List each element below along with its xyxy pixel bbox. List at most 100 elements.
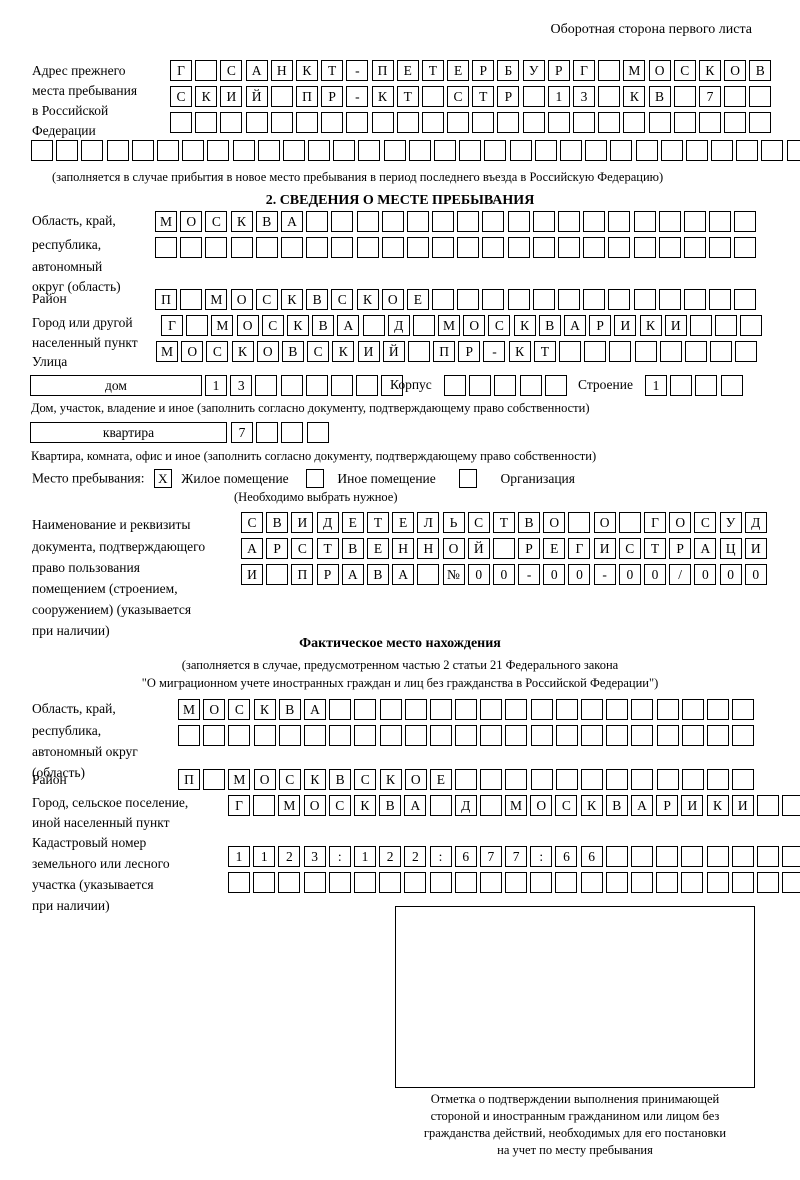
doc-r1-cell-4[interactable]: Д [316,512,339,533]
prev-address-r2-cell-7[interactable]: Р [321,86,344,107]
stroenie-cell-2[interactable] [670,375,693,396]
actual-region-r2-cell-12[interactable] [455,725,478,746]
region-r1-cell-24[interactable] [734,211,757,232]
region-r2-cell-18[interactable] [583,237,606,258]
prev-address-r2-cell-1[interactable]: С [170,86,192,107]
stay-type-checkbox-organization[interactable] [459,469,478,488]
street-cell-12[interactable]: П [433,341,456,362]
city-cell-19[interactable]: И [614,315,637,336]
actual-city-cell-10[interactable]: Д [454,795,477,816]
region-r2-cell-15[interactable] [507,237,530,258]
actual-region-r2-cell-6[interactable] [303,725,326,746]
prev-address-r2-cell-6[interactable]: П [295,86,318,107]
region-r1-cell-8[interactable] [331,211,354,232]
doc-r3-cell-17[interactable]: 0 [644,564,666,585]
district-cell-24[interactable] [734,289,757,310]
cadastral-row-2[interactable] [228,872,800,893]
korpus-cell-4[interactable] [519,375,542,396]
cadastral-r2-cell-11[interactable] [479,872,502,893]
region-r2-cell-9[interactable] [356,237,379,258]
prev-address-r1-cell-6[interactable]: К [295,60,318,81]
prev-address-r3-cell-8[interactable] [346,112,369,133]
region-r1-cell-1[interactable]: М [155,211,177,232]
actual-region-r1-cell-23[interactable] [732,699,755,720]
region-r1-cell-6[interactable]: А [280,211,303,232]
actual-region-r2-cell-8[interactable] [354,725,377,746]
prev-address-r4-cell-10[interactable] [257,140,280,161]
cadastral-r1-cell-13[interactable]: : [530,846,553,867]
prev-address-r4-cell-5[interactable] [131,140,154,161]
prev-address-r4-cell-31[interactable] [786,140,800,161]
doc-r2-cell-15[interactable]: И [593,538,616,559]
prev-address-r2-cell-4[interactable]: Й [245,86,268,107]
actual-region-r1-cell-19[interactable] [631,699,654,720]
actual-region-r1-cell-7[interactable] [329,699,352,720]
prev-address-r1-cell-2[interactable] [195,60,218,81]
cadastral-r2-cell-4[interactable] [303,872,326,893]
actual-city-cell-4[interactable]: О [303,795,326,816]
actual-region-r1-cell-3[interactable]: С [228,699,251,720]
prev-address-r1-cell-3[interactable]: С [220,60,243,81]
doc-r1-cell-11[interactable]: Т [492,512,515,533]
actual-city-cell-15[interactable]: К [580,795,603,816]
doc-r1-cell-20[interactable]: У [719,512,742,533]
cadastral-r1-cell-16[interactable] [605,846,628,867]
actual-region-r2-cell-14[interactable] [505,725,528,746]
district-cell-7[interactable]: В [306,289,329,310]
actual-region-r2-cell-5[interactable] [278,725,301,746]
doc-r1-cell-5[interactable]: Е [341,512,364,533]
cadastral-r2-cell-20[interactable] [706,872,729,893]
actual-region-r1-cell-22[interactable] [706,699,729,720]
city-cell-3[interactable]: М [211,315,234,336]
prev-address-r2-cell-3[interactable]: И [220,86,243,107]
doc-r2-cell-13[interactable]: Е [543,538,566,559]
actual-district-cell-12[interactable] [455,769,478,790]
prev-address-r3-cell-14[interactable] [497,112,520,133]
region-r1-cell-11[interactable] [406,211,429,232]
prev-address-r2-cell-24[interactable] [749,86,772,107]
city-cell-10[interactable]: Д [387,315,410,336]
prev-address-r4-cell-28[interactable] [711,140,734,161]
prev-address-r4-cell-9[interactable] [232,140,255,161]
street-cell-7[interactable]: С [307,341,330,362]
prev-address-r3-cell-4[interactable] [245,112,268,133]
region-r2-cell-13[interactable] [457,237,480,258]
actual-city-cell-2[interactable] [253,795,276,816]
actual-region-r1-cell-16[interactable] [555,699,578,720]
region-r1-cell-21[interactable] [658,211,681,232]
actual-district-cell-1[interactable]: П [178,769,200,790]
cadastral-r1-cell-9[interactable]: : [429,846,452,867]
region-row-2[interactable] [155,237,757,258]
region-r2-cell-8[interactable] [331,237,354,258]
district-cell-15[interactable] [507,289,530,310]
cadastral-r2-cell-9[interactable] [429,872,452,893]
prev-address-r4-cell-8[interactable] [207,140,230,161]
doc-r3-cell-12[interactable]: - [518,564,541,585]
doc-r2-cell-6[interactable]: Е [366,538,389,559]
cadastral-r2-cell-21[interactable] [731,872,754,893]
city-cell-2[interactable] [186,315,209,336]
actual-region-r2-cell-9[interactable] [379,725,402,746]
flat-cell-2[interactable] [256,422,279,443]
cadastral-r1-cell-14[interactable]: 6 [555,846,578,867]
doc-r2-cell-20[interactable]: Ц [719,538,742,559]
prev-address-r1-cell-13[interactable]: Р [472,60,495,81]
region-r1-cell-4[interactable]: К [230,211,253,232]
doc-r1-cell-2[interactable]: В [266,512,289,533]
actual-district-cell-18[interactable] [606,769,629,790]
region-r1-cell-9[interactable] [356,211,379,232]
confirmation-stamp-box[interactable] [395,906,755,1088]
region-r2-cell-16[interactable] [532,237,555,258]
district-cell-8[interactable]: С [331,289,354,310]
actual-region-row-2[interactable] [178,725,755,746]
doc-r3-cell-10[interactable]: 0 [467,564,490,585]
flat-cell-4[interactable] [306,422,329,443]
cadastral-r2-cell-1[interactable] [228,872,250,893]
prev-address-r4-cell-25[interactable] [635,140,658,161]
region-r1-cell-12[interactable] [432,211,455,232]
doc-r3-cell-7[interactable]: А [392,564,415,585]
